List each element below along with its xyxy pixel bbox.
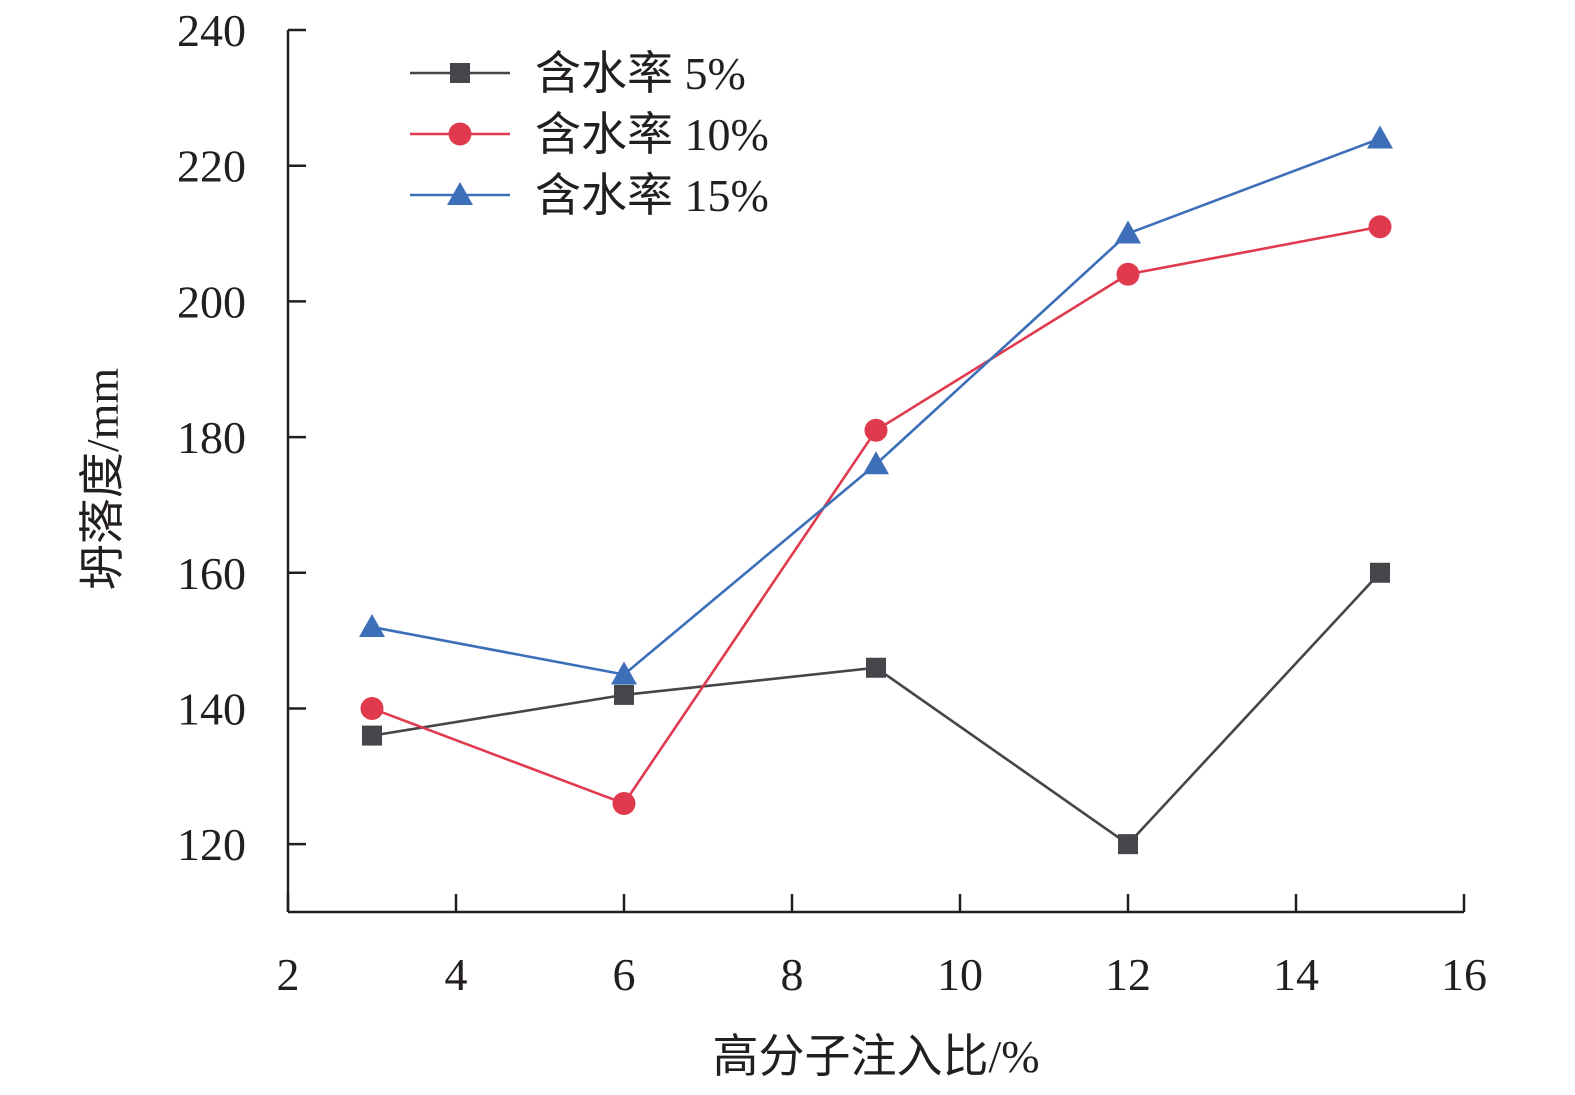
data-point bbox=[1370, 562, 1390, 583]
legend-label: 含水率 5% bbox=[535, 48, 746, 99]
x-tick-label: 10 bbox=[937, 949, 983, 1000]
legend-item: 含水率 15% bbox=[410, 170, 769, 221]
y-tick-label: 140 bbox=[177, 683, 246, 734]
series-layer bbox=[359, 125, 1393, 855]
data-point bbox=[611, 661, 637, 685]
legend-label: 含水率 15% bbox=[535, 170, 769, 221]
data-point bbox=[1115, 220, 1141, 244]
legend-marker bbox=[448, 122, 472, 146]
data-point bbox=[864, 418, 888, 442]
data-point bbox=[1118, 834, 1138, 855]
legend-label: 含水率 10% bbox=[535, 109, 769, 160]
series-1 bbox=[362, 562, 1390, 855]
x-tick-label: 6 bbox=[613, 949, 636, 1000]
x-tick-label: 14 bbox=[1273, 949, 1319, 1000]
y-tick-label: 160 bbox=[177, 548, 246, 599]
series-2 bbox=[360, 215, 1392, 815]
data-point bbox=[866, 657, 886, 678]
data-point bbox=[1116, 262, 1140, 286]
legend-marker bbox=[450, 63, 470, 83]
y-tick-label: 220 bbox=[177, 141, 246, 192]
y-tick-label: 180 bbox=[177, 412, 246, 463]
x-axis-title: 高分子注入比/% bbox=[712, 1031, 1039, 1082]
axes: 120 140 160 180 200 220 240 2 4 6 8 10 12 14 16 bbox=[177, 5, 1487, 1000]
data-point bbox=[612, 791, 636, 815]
series-line bbox=[371, 225, 1381, 806]
y-tick-label: 120 bbox=[177, 819, 246, 870]
x-tick-label: 2 bbox=[277, 949, 300, 1000]
legend-item: 含水率 10% bbox=[410, 109, 769, 160]
legend: 含水率 5% 含水率 10% 含水率 15% bbox=[410, 48, 769, 221]
y-tick-label: 240 bbox=[177, 5, 246, 56]
series-line bbox=[371, 571, 1381, 846]
data-point bbox=[863, 451, 889, 475]
x-tick-label: 16 bbox=[1441, 949, 1487, 1000]
data-point bbox=[362, 725, 382, 746]
data-point bbox=[614, 684, 634, 705]
y-axis-title: 坍落度/mm bbox=[77, 368, 128, 591]
x-tick-label: 4 bbox=[445, 949, 468, 1000]
data-point bbox=[1367, 125, 1393, 149]
legend-marker bbox=[447, 182, 473, 205]
x-tick-label: 8 bbox=[781, 949, 804, 1000]
data-point bbox=[359, 614, 385, 638]
series-3 bbox=[359, 125, 1393, 685]
data-point bbox=[1368, 215, 1392, 239]
x-tick-label: 12 bbox=[1105, 949, 1151, 1000]
data-point bbox=[360, 696, 384, 720]
legend-item: 含水率 5% bbox=[410, 48, 746, 99]
y-tick-label: 200 bbox=[177, 276, 246, 327]
series-line bbox=[371, 137, 1381, 676]
